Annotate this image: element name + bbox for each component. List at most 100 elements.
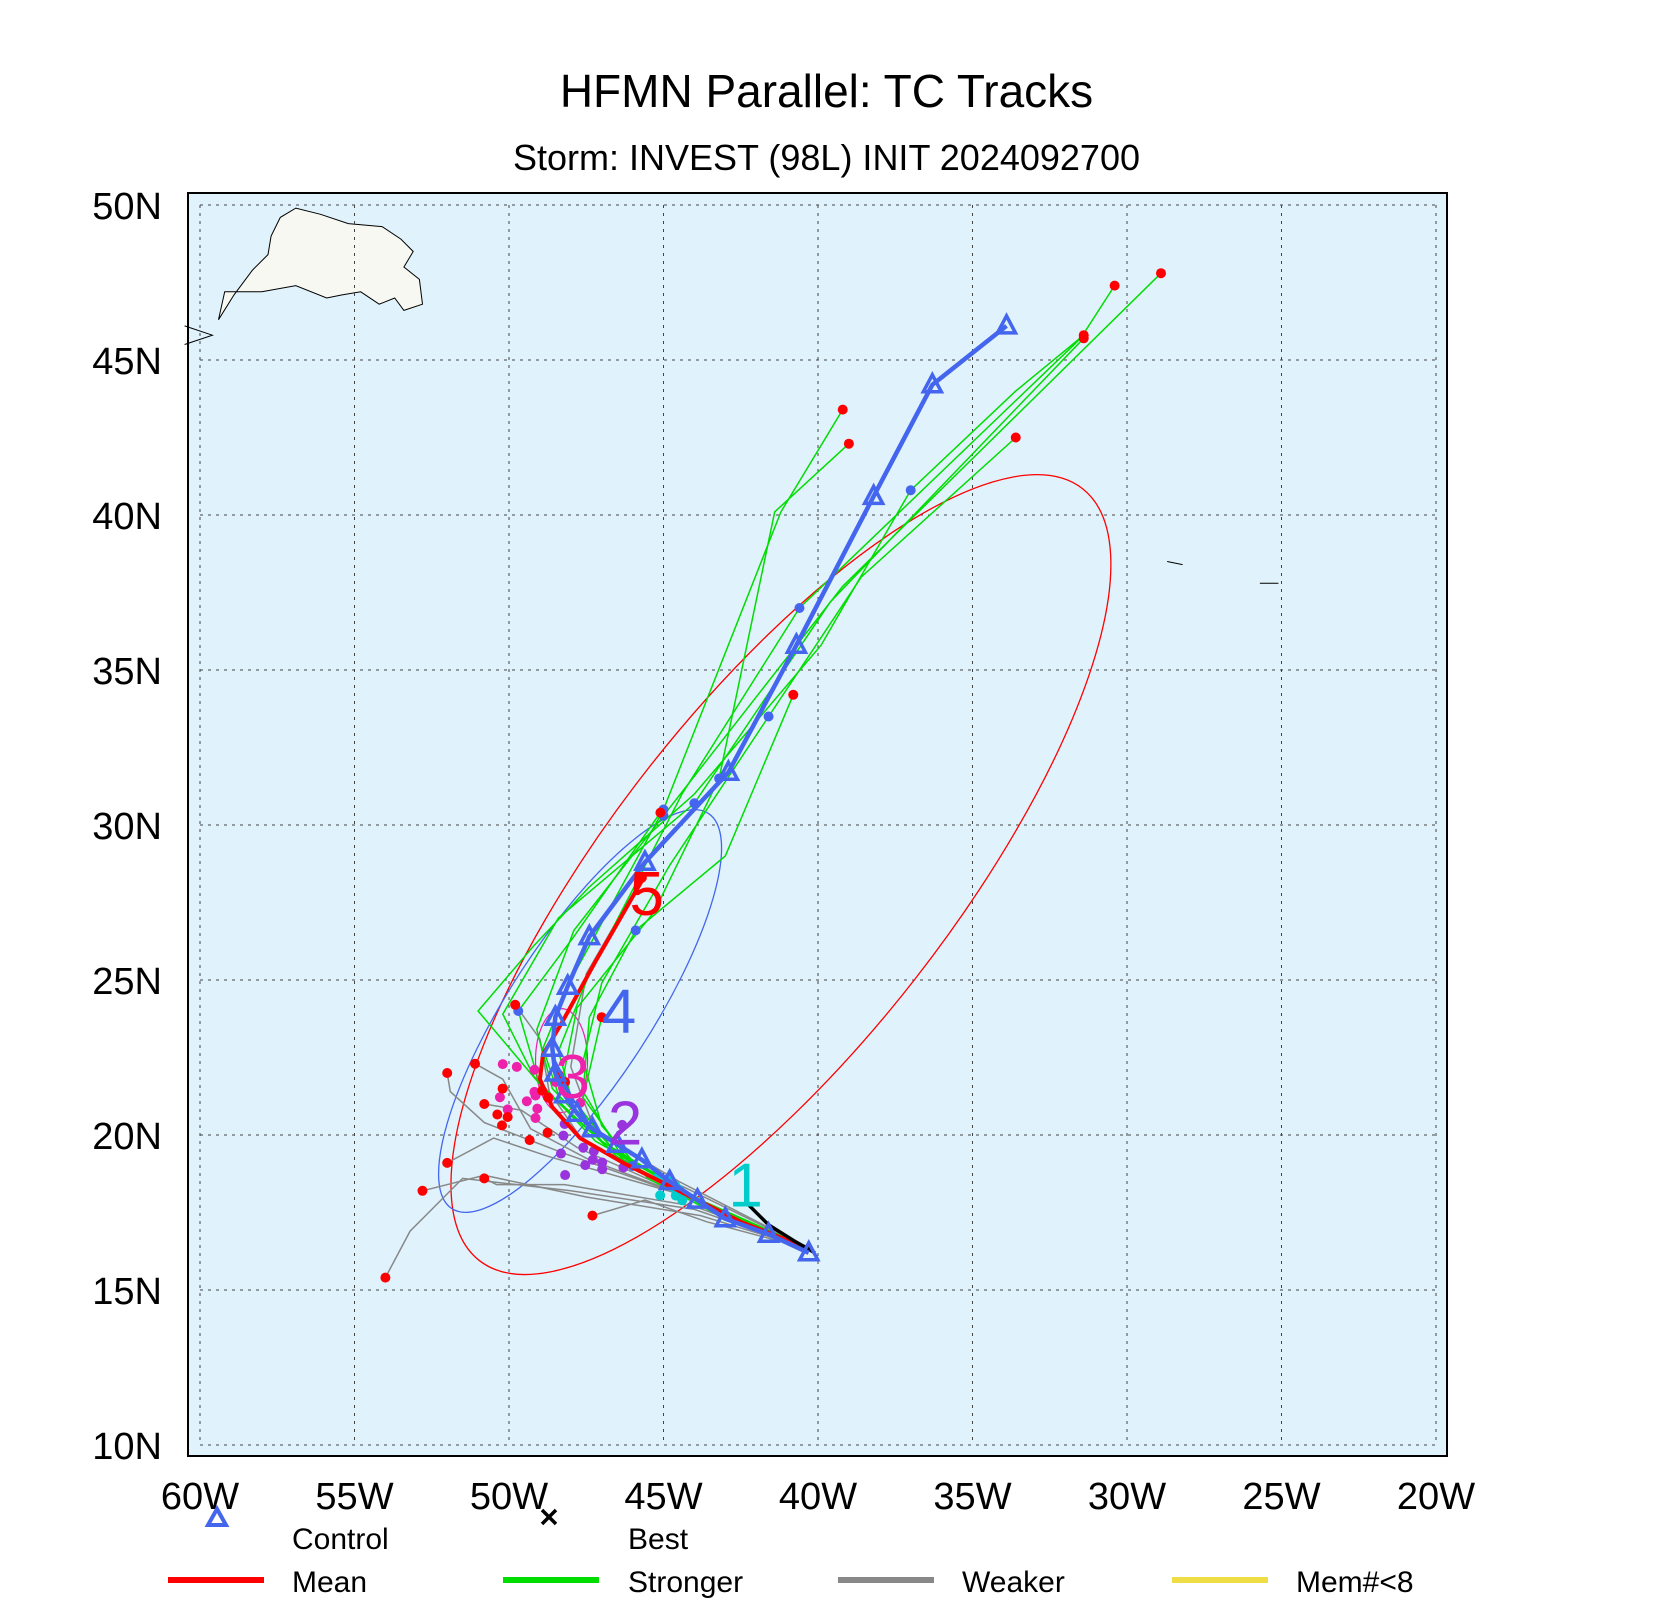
x-tick-label: 45W [624, 1476, 702, 1518]
day-position-dot [670, 1190, 681, 1201]
track-endpoint-dot [837, 404, 848, 415]
track-endpoint-dot [843, 438, 854, 449]
control-point-marker [565, 1099, 589, 1123]
day-position-dot [492, 1109, 503, 1120]
day-position-dot [502, 1111, 513, 1122]
control-point-marker [713, 1204, 738, 1228]
y-tick-label: 25N [92, 961, 162, 1003]
track-endpoint-dot [479, 1173, 490, 1184]
control-point-marker [756, 1220, 781, 1243]
control-point-marker [543, 1059, 568, 1082]
control-point-marker [685, 1186, 710, 1209]
weaker-track [422, 1174, 813, 1251]
day-position-dot [587, 1154, 598, 1165]
track-endpoint-dot [470, 1058, 481, 1069]
day-position-dot [494, 1092, 505, 1103]
x-tick-label: 25W [1242, 1476, 1320, 1518]
track-endpoint-dot [636, 872, 647, 883]
track-day4-dot [630, 925, 641, 936]
control-point-marker [552, 1080, 577, 1104]
weaker-track [384, 1177, 813, 1278]
x-tick-label: 50W [470, 1476, 548, 1518]
track-endpoint-dot [788, 689, 799, 700]
control-point-marker [605, 1130, 630, 1154]
track-day4-dot [794, 603, 805, 613]
y-tick-label: 10N [92, 1426, 162, 1468]
island-azores-1 [1167, 561, 1183, 566]
chart-title: HFMN Parallel: TC Tracks [559, 65, 1094, 117]
control-point-marker [633, 848, 657, 871]
chart-subtitle: Storm: INVEST (98L) INIT 2024092700 [513, 137, 1140, 178]
control-point-marker [555, 972, 580, 995]
day-position-dot [597, 1157, 608, 1168]
day-label-5: 5 [630, 860, 664, 929]
y-tick-label: 15N [92, 1271, 162, 1313]
track-endpoint-dot [596, 1012, 607, 1023]
track-endpoint-dot [655, 807, 666, 818]
weaker-track [592, 1199, 812, 1251]
day-position-dot [655, 1190, 666, 1201]
day-position-dot [558, 1130, 569, 1141]
control-point-marker [577, 922, 602, 946]
control-point-marker [784, 631, 809, 654]
day-label-4: 4 [602, 978, 636, 1047]
track-endpoint-dot [479, 1099, 490, 1109]
track-endpoint-dot [1010, 432, 1021, 443]
y-tick-label: 40N [92, 496, 162, 538]
track-endpoint-dot [587, 1210, 598, 1221]
x-tick-label: 55W [315, 1476, 393, 1518]
x-tick-label: 30W [1088, 1476, 1166, 1518]
y-tick-label: 35N [92, 651, 162, 693]
day-position-dot [530, 1113, 541, 1124]
control-track [550, 324, 1008, 1255]
control-point-marker [796, 1239, 821, 1262]
plot-frame [187, 192, 1448, 1457]
track-endpoint-dot [442, 1157, 453, 1168]
control-point-marker [716, 758, 741, 782]
control-point-marker [543, 1003, 568, 1026]
track-endpoint-dot [442, 1068, 453, 1078]
control-point-marker [657, 1167, 682, 1191]
control-point-marker [920, 371, 945, 394]
control-point-marker [629, 1146, 654, 1169]
y-tick-label: 50N [92, 186, 162, 228]
track-endpoint-dot [380, 1272, 391, 1283]
x-tick-label: 35W [933, 1476, 1011, 1518]
day-position-dot [497, 1059, 508, 1070]
track-endpoint-dot [417, 1185, 428, 1196]
best-track [745, 1201, 816, 1255]
y-tick-label: 45N [92, 341, 162, 383]
legend-label-mean: Mean [292, 1566, 368, 1599]
control-point-marker [994, 312, 1019, 335]
day-position-dot [560, 1170, 571, 1181]
land-newfoundland [218, 207, 424, 320]
control-point-marker [580, 1115, 605, 1138]
track-endpoint-dot [1078, 330, 1089, 341]
day-position-dot [521, 1096, 532, 1107]
day-position-dot [532, 1103, 543, 1114]
track-day4-dot [763, 711, 774, 722]
day-position-dot [497, 1083, 508, 1094]
spread-ellipse [450, 474, 1112, 1276]
x-tick-label: 40W [779, 1476, 857, 1518]
control-point-marker [861, 482, 886, 506]
day-position-dot [524, 1135, 535, 1146]
spread-ellipse-day3 [534, 1007, 589, 1114]
weaker-track [514, 1004, 813, 1251]
y-tick-label: 30N [92, 806, 162, 848]
legend-label-weaker: Weaker [962, 1566, 1065, 1599]
legend-label-best: Best [628, 1523, 689, 1556]
day-position-dot [555, 1148, 566, 1159]
legend-label-mem-lt8: Mem#<8 [1296, 1566, 1414, 1599]
track-endpoint-dot [1109, 280, 1120, 291]
control-point-marker [540, 1034, 565, 1057]
day-label-2: 2 [608, 1089, 642, 1158]
day-position-dot [529, 1064, 540, 1075]
day-position-dot [617, 1119, 628, 1130]
day-position-dot [580, 1160, 591, 1171]
day-position-dot [502, 1104, 513, 1115]
legend-label-stronger: Stronger [628, 1566, 744, 1599]
y-tick-label: 20N [92, 1116, 162, 1158]
track-endpoint-dot [1155, 268, 1166, 279]
